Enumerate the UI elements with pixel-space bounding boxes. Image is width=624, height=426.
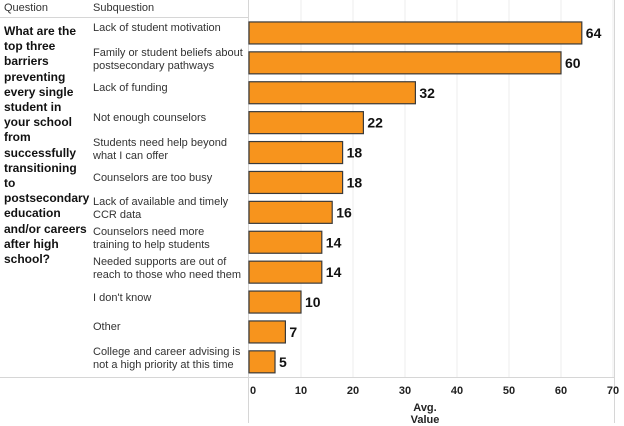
bar-value-label: 16 (336, 204, 352, 220)
question-text: What are the top three barriers preventi… (4, 24, 90, 267)
subquestion-label: Needed supports are out of reach to thos… (93, 256, 241, 282)
bar-value-label: 14 (326, 234, 342, 250)
bar[interactable] (248, 170, 344, 195)
x-tick-label: 0 (250, 385, 256, 397)
question-column-header: Question (4, 2, 49, 14)
subquestion-label: Counselors are too busy (93, 171, 213, 184)
subquestion-label: I don't know (93, 291, 152, 304)
x-tick-label: 70 (607, 385, 619, 397)
subquestion-label: Students need help beyond what I can off… (93, 136, 227, 162)
bar[interactable] (248, 21, 583, 45)
subquestion-label: Lack of student motivation (93, 22, 221, 35)
bar[interactable] (248, 140, 344, 165)
bar[interactable] (248, 260, 323, 284)
bar-value-label: 32 (419, 85, 435, 101)
bar-value-label: 18 (347, 174, 363, 190)
subquestion-label: Lack of available and timely CCR data (93, 196, 229, 222)
bar-value-label: 18 (347, 145, 363, 161)
subquestion-label: College and career advising is not a hig… (93, 345, 241, 371)
bar[interactable] (248, 230, 323, 254)
x-tick-label: 50 (503, 385, 515, 397)
bar-value-label: 64 (586, 25, 602, 41)
subquestion-label: Not enough counselors (93, 112, 207, 125)
right-border (614, 0, 615, 423)
bar-value-label: 10 (305, 294, 321, 310)
x-tick-label: 40 (451, 385, 463, 397)
axis-divider (0, 377, 614, 378)
x-tick-label: 30 (399, 385, 411, 397)
x-tick-label: 20 (347, 385, 359, 397)
bar[interactable] (248, 350, 276, 374)
subquestion-label: Lack of funding (93, 82, 168, 95)
bar[interactable] (248, 51, 562, 75)
bar[interactable] (248, 200, 333, 224)
x-axis-title: Avg. Value (410, 402, 440, 426)
subquestion-column-header: Subquestion (93, 2, 155, 14)
bar-value-label: 60 (565, 55, 581, 71)
subquestion-label: Family or student beliefs about postseco… (93, 46, 243, 72)
bar-value-label: 22 (367, 115, 383, 131)
bar[interactable] (248, 81, 416, 105)
bar-value-label: 7 (289, 324, 297, 340)
x-tick-label: 10 (295, 385, 307, 397)
bar-value-label: 14 (326, 264, 342, 280)
bar[interactable] (248, 320, 287, 344)
header-divider (0, 17, 248, 18)
bar[interactable] (248, 111, 365, 135)
bar[interactable] (248, 290, 302, 314)
subquestion-label: Counselors need more training to help st… (93, 226, 210, 252)
x-tick-label: 60 (555, 385, 567, 397)
subquestion-label: Other (93, 321, 121, 334)
bar-value-label: 5 (279, 354, 287, 370)
